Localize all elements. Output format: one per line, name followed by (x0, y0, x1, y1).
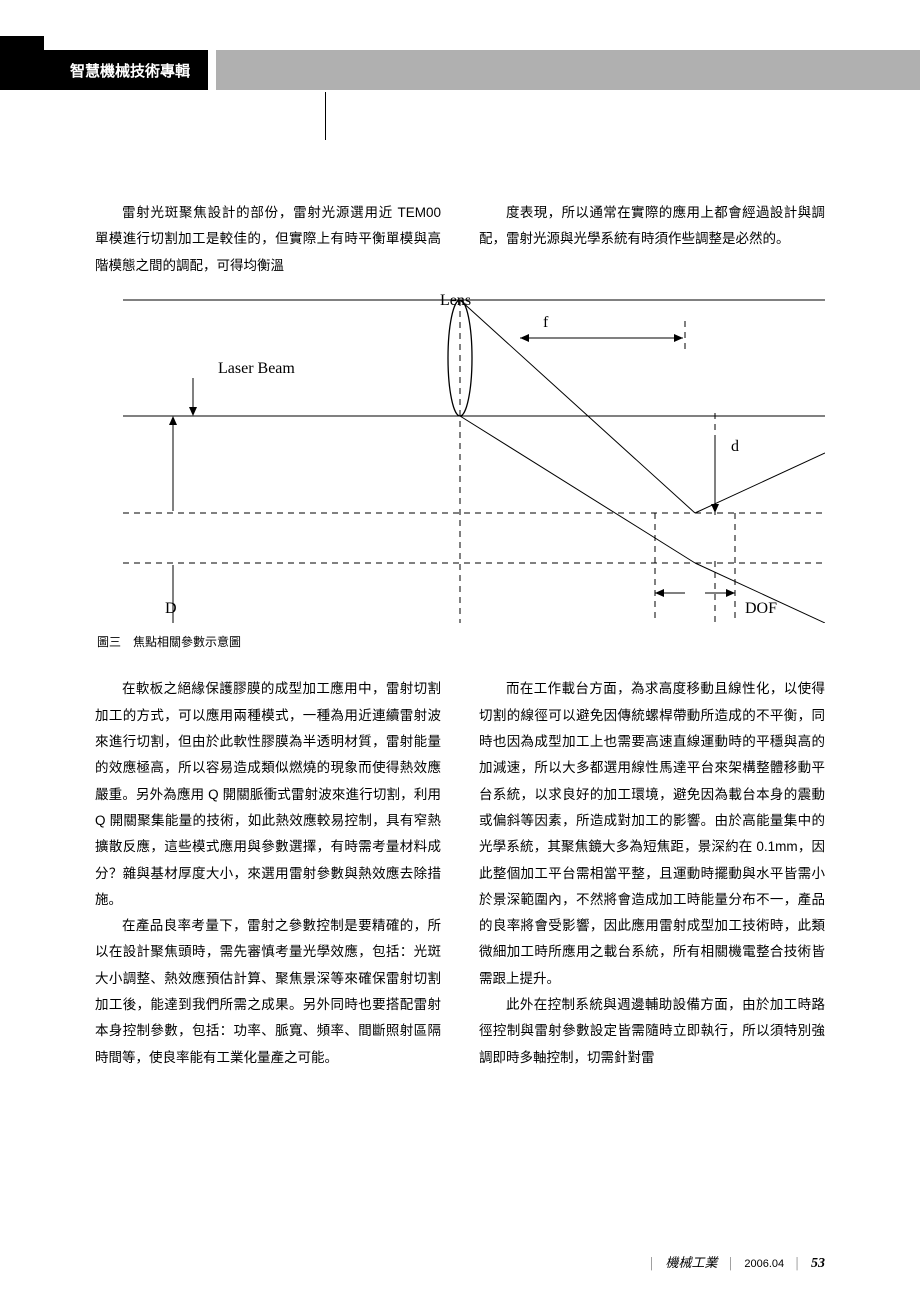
body-right-p2: 此外在控制系統與週邊輔助設備方面，由於加工時路徑控制與雷射參數設定皆需隨時立即執… (479, 992, 825, 1071)
intro-left-col: 雷射光斑聚焦設計的部份，雷射光源選用近 TEM00 單模進行切割加工是較佳的，但… (95, 200, 441, 279)
d-label: d (731, 438, 739, 455)
header-vertical-line (325, 92, 326, 140)
intro-right-col: 度表現，所以通常在實際的應用上都會經過設計與調配，雷射光源與光學系統有時須作些調… (479, 200, 825, 279)
d-arrow-head (711, 504, 719, 513)
f-arrow-left (520, 334, 529, 342)
f-label: f (543, 314, 549, 331)
intro-right-text: 度表現，所以通常在實際的應用上都會經過設計與調配，雷射光源與光學系統有時須作些調… (479, 200, 825, 253)
body-left-col: 在軟板之絕緣保護膠膜的成型加工應用中，雷射切割加工的方式，可以應用兩種模式，一種… (95, 676, 441, 1071)
header-gray-bar (216, 50, 920, 90)
D-label: D (165, 600, 177, 617)
footer-page-number: 53 (811, 1256, 825, 1272)
laser-arrow-head (189, 407, 197, 416)
diagram-svg: Lens f Laser Beam d D DOF (95, 293, 825, 623)
footer-divider-r: │ (727, 1258, 734, 1270)
dof-arrow-r (726, 589, 735, 597)
dof-arrow-l (655, 589, 664, 597)
page-footer: │ 機械工業 │ 2006.04 │ 53 (649, 1252, 825, 1272)
footer-divider-l: │ (649, 1258, 656, 1270)
footer-magazine: 機械工業 (665, 1252, 717, 1271)
focus-diagram: Lens f Laser Beam d D DOF (95, 293, 825, 623)
diagram-caption: 圖三 焦點相關參數示意圖 (97, 631, 825, 654)
footer-divider-p: │ (794, 1258, 801, 1270)
body-right-p1: 而在工作載台方面，為求高度移動且線性化，以使得切割的線徑可以避免因傳統螺桿帶動所… (479, 676, 825, 992)
body-right-col: 而在工作載台方面，為求高度移動且線性化，以使得切割的線徑可以避免因傳統螺桿帶動所… (479, 676, 825, 1071)
f-arrow-right (674, 334, 683, 342)
body-left-p2: 在產品良率考量下，雷射之參數控制是要精確的，所以在設計聚焦頭時，需先審慎考量光學… (95, 913, 441, 1071)
laser-beam-label: Laser Beam (218, 360, 295, 377)
page-content: 雷射光斑聚焦設計的部份，雷射光源選用近 TEM00 單模進行切割加工是較佳的，但… (95, 200, 825, 1071)
section-title: 智慧機械技術專輯 (0, 50, 208, 90)
intro-columns: 雷射光斑聚焦設計的部份，雷射光源選用近 TEM00 單模進行切割加工是較佳的，但… (95, 200, 825, 279)
intro-left-text: 雷射光斑聚焦設計的部份，雷射光源選用近 TEM00 單模進行切割加工是較佳的，但… (95, 200, 441, 279)
lens-label: Lens (440, 293, 471, 309)
body-columns: 在軟板之絕緣保護膠膜的成型加工應用中，雷射切割加工的方式，可以應用兩種模式，一種… (95, 676, 825, 1071)
converge-bottom (460, 416, 695, 563)
converge-top (460, 300, 695, 513)
DOF-label: DOF (745, 600, 777, 617)
body-left-p1: 在軟板之絕緣保護膠膜的成型加工應用中，雷射切割加工的方式，可以應用兩種模式，一種… (95, 676, 441, 913)
D-arrow-up-head (169, 416, 177, 425)
header-bar: 智慧機械技術專輯 (0, 50, 920, 90)
footer-date: 2006.04 (744, 1258, 784, 1270)
